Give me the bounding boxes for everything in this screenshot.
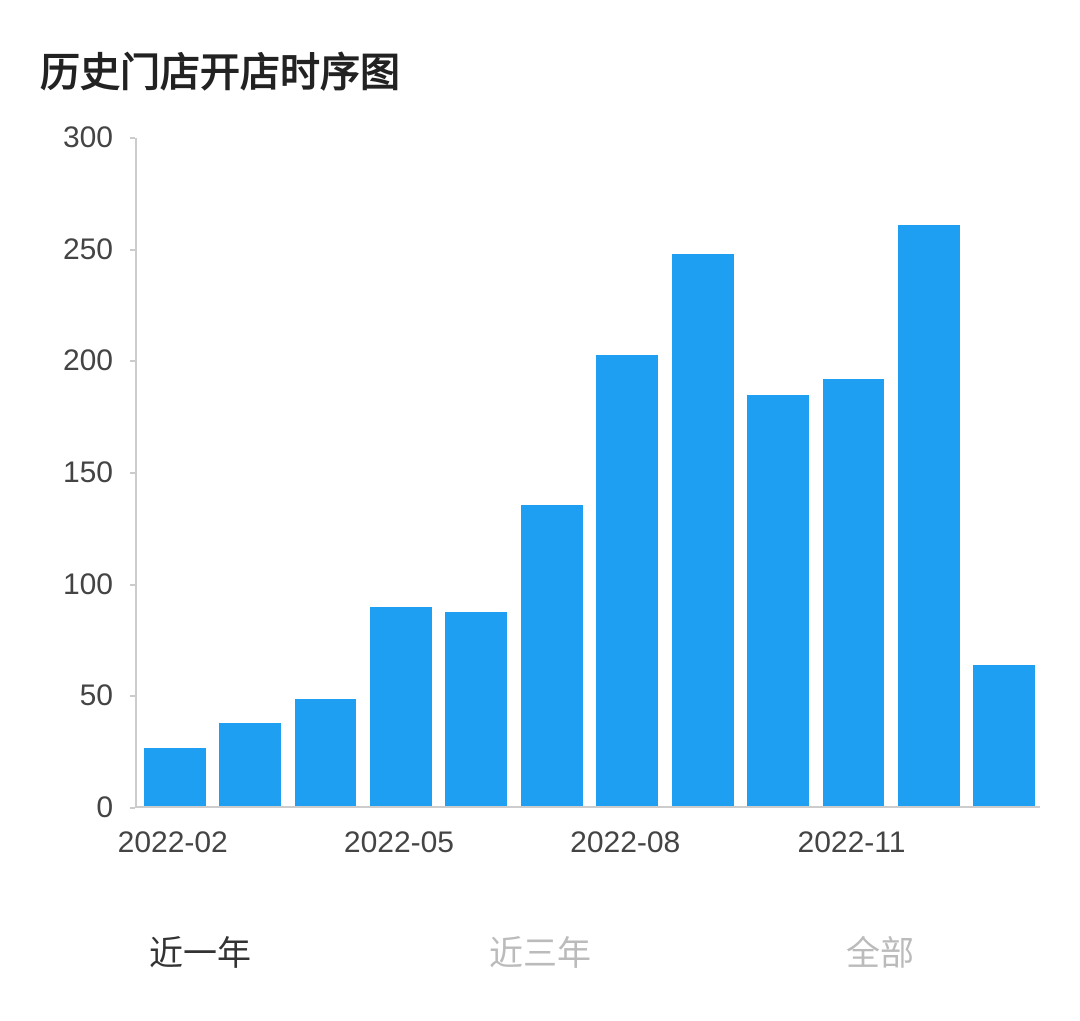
range-tab-1[interactable]: 近三年	[370, 908, 710, 993]
y-tick-mark	[130, 360, 135, 362]
y-tick-mark	[130, 584, 135, 586]
bar	[898, 225, 960, 806]
y-tick-mark	[130, 249, 135, 251]
bar	[445, 612, 507, 806]
x-tick-label: 2022-02	[118, 826, 228, 860]
bar	[144, 748, 206, 806]
y-tick-label: 50	[30, 679, 125, 713]
y-tick-mark	[130, 695, 135, 697]
chart-container: 050100150200250300 2022-022022-052022-08…	[30, 128, 1050, 868]
y-tick-mark	[130, 137, 135, 139]
bar	[295, 699, 357, 806]
plot-area	[135, 138, 1040, 808]
bar	[219, 723, 281, 806]
bar	[747, 395, 809, 806]
x-tick-label: 2022-08	[570, 826, 680, 860]
range-tab-2[interactable]: 全部	[710, 908, 1050, 993]
bar	[596, 355, 658, 806]
range-tab-0[interactable]: 近一年	[30, 908, 370, 993]
bar	[521, 505, 583, 807]
bar	[973, 665, 1035, 806]
y-tick-label: 200	[30, 344, 125, 378]
y-tick-label: 250	[30, 233, 125, 267]
bar	[672, 254, 734, 806]
bar	[823, 379, 885, 806]
y-tick-label: 300	[30, 121, 125, 155]
bars-layer	[137, 138, 1040, 806]
x-tick-label: 2022-11	[798, 826, 906, 860]
chart-title: 历史门店开店时序图	[40, 40, 1050, 98]
y-tick-label: 100	[30, 568, 125, 602]
y-tick-label: 150	[30, 456, 125, 490]
bar	[370, 607, 432, 806]
y-tick-label: 0	[30, 791, 125, 825]
range-tabs: 近一年近三年全部	[30, 908, 1050, 993]
y-tick-mark	[130, 807, 135, 809]
y-tick-mark	[130, 472, 135, 474]
x-tick-label: 2022-05	[344, 826, 454, 860]
